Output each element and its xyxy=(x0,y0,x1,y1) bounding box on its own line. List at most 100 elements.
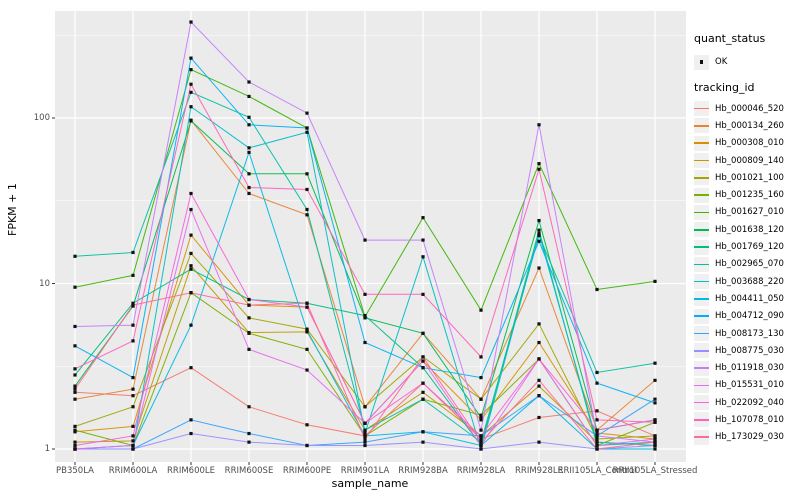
x-tick-label: RRIM600LE xyxy=(167,466,215,476)
x-tick-label: PB350LA xyxy=(56,466,94,476)
data-point xyxy=(73,390,77,394)
x-axis-title: sample_name xyxy=(331,477,409,490)
data-point xyxy=(131,405,135,409)
series-color-key-icon xyxy=(694,256,709,272)
data-point xyxy=(421,381,425,385)
data-point xyxy=(73,397,77,401)
data-point xyxy=(653,401,657,405)
legend-item-Hb_011918_030: Hb_011918_030 xyxy=(694,359,798,376)
series-color-key-icon xyxy=(694,187,709,203)
legend-item-label: Hb_000308_010 xyxy=(715,138,784,149)
data-point xyxy=(131,394,135,398)
data-point xyxy=(595,418,599,422)
series-color-key-icon xyxy=(694,135,709,151)
data-point xyxy=(595,437,599,441)
data-point xyxy=(131,273,135,277)
data-point xyxy=(595,440,599,444)
data-point xyxy=(479,434,483,438)
legend-item-label: Hb_022092_040 xyxy=(715,397,784,408)
legend-item-label: Hb_001638_120 xyxy=(715,224,784,235)
data-point xyxy=(653,378,657,382)
data-point xyxy=(479,437,483,441)
data-point xyxy=(189,291,193,295)
data-point xyxy=(537,228,541,232)
data-point xyxy=(247,303,251,307)
x-tick-label: RRIM928BA xyxy=(398,466,448,476)
legend-item-Hb_001021_100: Hb_001021_100 xyxy=(694,169,798,186)
legend-item-label: Hb_001769_120 xyxy=(715,242,784,253)
data-point xyxy=(189,418,193,422)
data-point xyxy=(363,405,367,409)
series-color-key-icon xyxy=(694,170,709,186)
data-point xyxy=(189,105,193,109)
data-point xyxy=(305,368,309,372)
data-point xyxy=(653,279,657,283)
x-tick-label: RRIM600SE xyxy=(224,466,274,476)
tracking-id-legend-title: tracking_id xyxy=(694,81,755,94)
data-point xyxy=(247,316,251,320)
data-point xyxy=(653,418,657,422)
legend-item-Hb_004411_050: Hb_004411_050 xyxy=(694,290,798,307)
data-point xyxy=(247,80,251,84)
legend-item-Hb_008173_130: Hb_008173_130 xyxy=(694,325,798,342)
data-point xyxy=(247,172,251,176)
data-point xyxy=(537,378,541,382)
data-point xyxy=(421,366,425,370)
legend-item-label: Hb_001627_010 xyxy=(715,207,784,218)
data-point xyxy=(247,115,251,119)
data-point xyxy=(653,420,657,424)
data-point xyxy=(595,428,599,432)
data-point xyxy=(595,434,599,438)
data-point xyxy=(131,301,135,305)
legend-item-Hb_000809_140: Hb_000809_140 xyxy=(694,152,798,169)
data-point xyxy=(131,443,135,448)
legend-item-Hb_003688_220: Hb_003688_220 xyxy=(694,273,798,290)
data-point xyxy=(479,447,483,451)
data-point xyxy=(305,301,309,305)
data-point xyxy=(131,439,135,443)
x-tick-label: RRIM600PE xyxy=(282,466,332,476)
data-point xyxy=(189,68,193,72)
data-point xyxy=(537,123,541,127)
data-point xyxy=(131,387,135,391)
data-point xyxy=(189,90,193,94)
data-point xyxy=(421,440,425,444)
data-point xyxy=(73,440,77,444)
data-point xyxy=(131,303,135,307)
data-point xyxy=(73,344,77,348)
legend-item-Hb_008775_030: Hb_008775_030 xyxy=(694,342,798,359)
data-point xyxy=(479,415,483,420)
legend-item-Hb_001769_120: Hb_001769_120 xyxy=(694,238,798,255)
y-tick-label: 100 xyxy=(33,113,50,123)
data-point xyxy=(247,185,251,190)
data-point xyxy=(653,437,657,441)
data-point xyxy=(537,384,541,388)
data-point xyxy=(247,191,251,196)
data-point xyxy=(305,172,309,176)
data-point xyxy=(305,111,309,115)
legend-item-label: Hb_004411_050 xyxy=(715,293,784,304)
legend-item-label: Hb_000134_260 xyxy=(715,120,784,131)
data-point xyxy=(363,437,367,441)
data-point xyxy=(247,94,251,99)
series-color-key-icon xyxy=(694,377,709,393)
series-color-key-icon xyxy=(694,274,709,290)
x-tick-label: RRIM928LE xyxy=(515,466,563,476)
data-point xyxy=(131,447,135,451)
legend-item-Hb_022092_040: Hb_022092_040 xyxy=(694,394,798,411)
data-point xyxy=(479,443,483,448)
data-point xyxy=(537,394,541,398)
data-point xyxy=(189,20,193,24)
data-point xyxy=(537,357,541,361)
data-point xyxy=(363,428,367,432)
series-color-key-icon xyxy=(694,308,709,324)
data-point xyxy=(653,434,657,438)
data-point xyxy=(189,56,193,60)
data-point xyxy=(73,285,77,289)
data-point xyxy=(189,82,193,86)
legend-item-Hb_000046_520: Hb_000046_520 xyxy=(694,100,798,117)
data-point xyxy=(479,376,483,380)
data-point xyxy=(189,267,193,271)
data-point xyxy=(247,297,251,302)
data-point xyxy=(479,308,483,312)
